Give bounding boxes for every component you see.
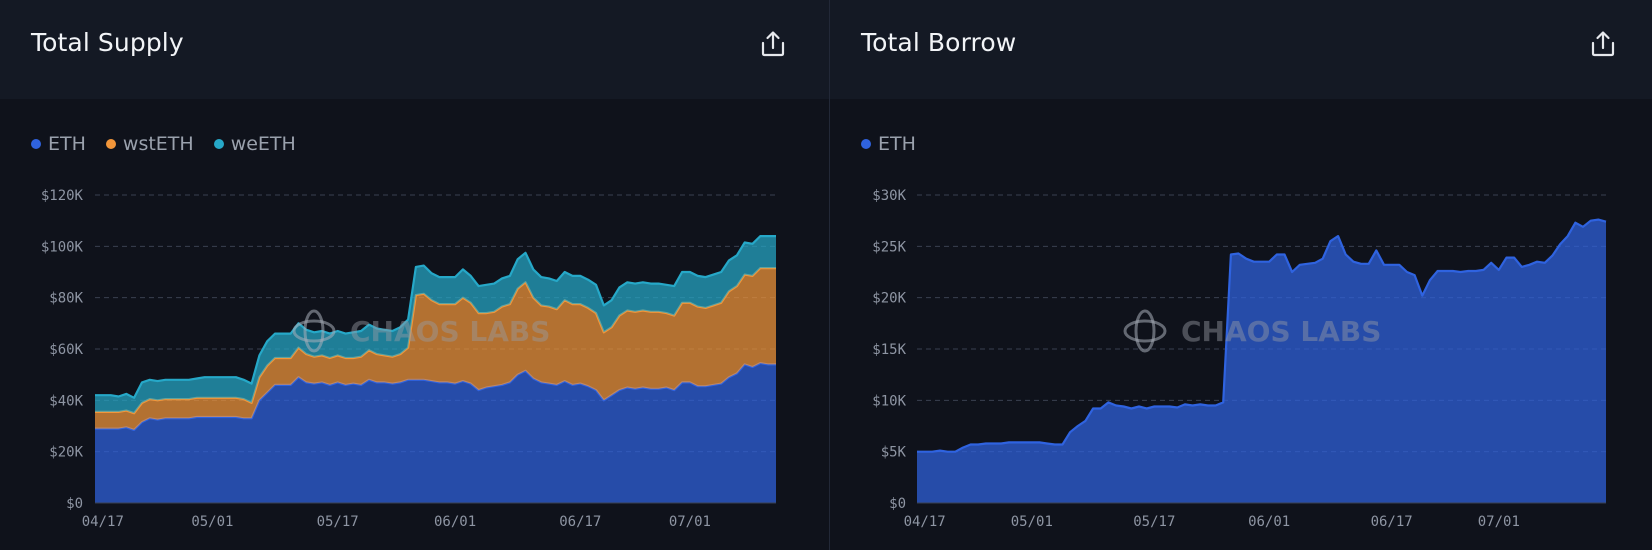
area-weeth	[95, 236, 776, 414]
y-tick-label: $100K	[41, 239, 84, 255]
share-upload-icon	[1591, 31, 1615, 57]
panel-title: Total Supply	[31, 28, 184, 57]
panel-title: Total Borrow	[861, 28, 1017, 57]
legend-dot-weeth	[213, 139, 224, 149]
legend-dot-eth	[31, 139, 41, 149]
line-weeth	[95, 235, 776, 399]
share-upload-icon	[761, 31, 785, 57]
y-tick-label: $0	[66, 496, 83, 512]
y-tick-label: $25K	[872, 239, 906, 255]
y-tick-label: $30K	[872, 188, 906, 204]
share-button[interactable]	[758, 29, 788, 59]
legend-item-weeth[interactable]: weETH	[213, 133, 296, 155]
x-tick-label: 07/01	[1478, 514, 1520, 530]
x-tick-label: 07/01	[669, 514, 711, 530]
legend-dot-eth	[861, 139, 871, 149]
y-tick-label: $120K	[41, 188, 84, 204]
y-tick-label: $60K	[49, 342, 83, 358]
chaos-labs-watermark: CHAOS LABS	[292, 309, 550, 353]
watermark-label: CHAOS LABS	[350, 315, 550, 348]
total-supply-chart[interactable]: $0 $20K $40K $60K $80K $100K $120K 04/17 05/01 05…	[0, 0, 829, 550]
y-tick-label: $20K	[49, 445, 83, 461]
area-eth	[95, 363, 776, 503]
total-borrow-chart[interactable]: $0 $5K $10K $15K $20K $25K $30K 04/17 05/01 05/17…	[830, 0, 1652, 550]
x-tick-label: 05/17	[1133, 514, 1175, 530]
total-supply-panel: Total Supply ETH wstETH weETH	[0, 0, 829, 550]
panel-header: Total Supply	[0, 0, 829, 99]
x-tick-label: 04/17	[904, 514, 946, 530]
area-wsteth	[95, 268, 776, 430]
chaos-labs-watermark: CHAOS LABS	[1123, 309, 1381, 353]
total-borrow-panel: Total Borrow ETH $0 $5K $10K $15K $20K $25K $3…	[830, 0, 1652, 550]
legend-label: wstETH	[122, 133, 194, 155]
y-tick-label: $10K	[872, 393, 906, 409]
y-tick-label: $15K	[872, 342, 906, 358]
share-button[interactable]	[1588, 29, 1618, 59]
legend-dot-wsteth	[105, 139, 116, 149]
chaos-labs-logo-icon	[1123, 309, 1167, 353]
legend-item-eth[interactable]: ETH	[31, 133, 86, 155]
x-tick-label: 06/17	[1371, 514, 1413, 530]
y-tick-label: $80K	[49, 291, 83, 307]
y-tick-label: $20K	[872, 291, 906, 307]
legend-label: weETH	[230, 133, 296, 155]
y-tick-label: $5K	[881, 445, 907, 461]
chart-legend: ETH wstETH weETH	[31, 133, 296, 155]
x-tick-label: 04/17	[82, 514, 124, 530]
chaos-labs-logo-icon	[292, 309, 336, 353]
legend-item-wsteth[interactable]: wstETH	[105, 133, 194, 155]
y-tick-label: $0	[889, 496, 906, 512]
panel-divider	[829, 0, 830, 550]
legend-item-eth[interactable]: ETH	[861, 133, 916, 155]
x-tick-label: 06/01	[1248, 514, 1290, 530]
watermark-label: CHAOS LABS	[1181, 315, 1381, 348]
area-eth	[917, 219, 1606, 503]
line-eth	[917, 218, 1607, 453]
legend-label: ETH	[878, 133, 916, 155]
x-tick-label: 06/17	[559, 514, 601, 530]
x-tick-label: 05/17	[317, 514, 359, 530]
x-tick-label: 06/01	[434, 514, 476, 530]
panel-header: Total Borrow	[830, 0, 1652, 99]
x-tick-label: 05/01	[1011, 514, 1053, 530]
y-tick-label: $40K	[49, 393, 83, 409]
legend-label: ETH	[48, 133, 86, 155]
chart-legend: ETH	[861, 133, 916, 155]
x-tick-label: 05/01	[191, 514, 233, 530]
